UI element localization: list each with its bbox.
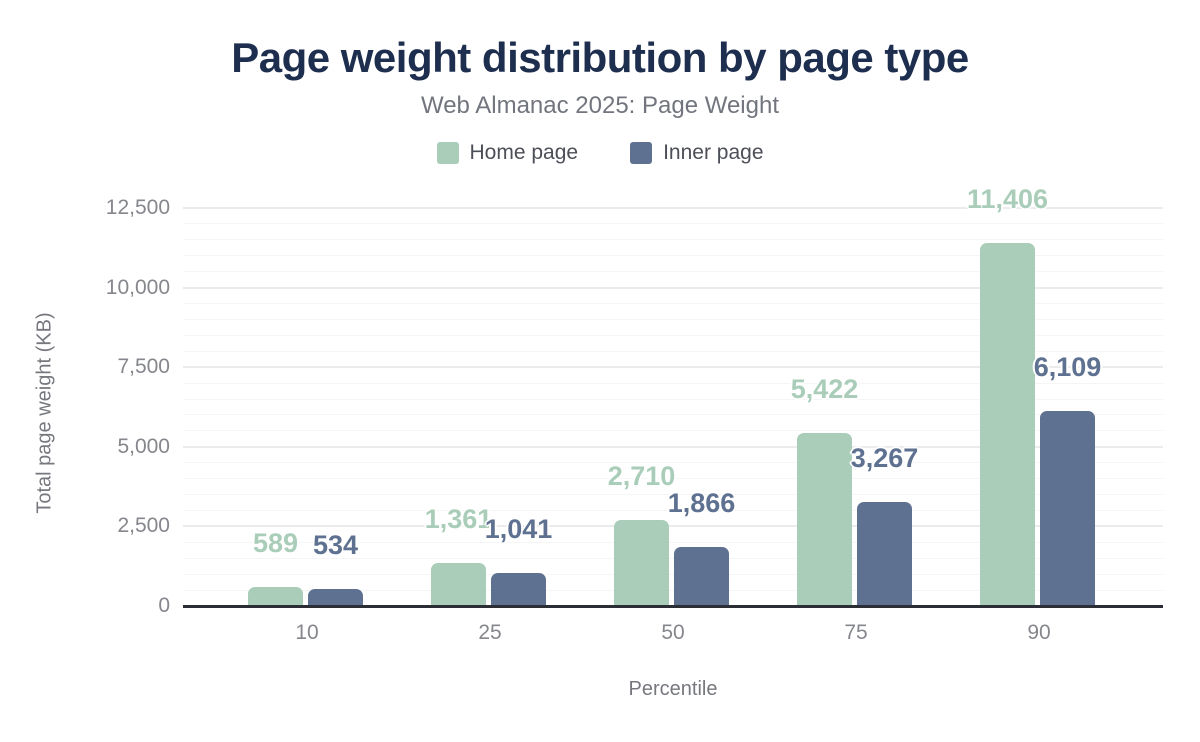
gridline-minor	[183, 382, 1163, 384]
gridline-minor	[183, 271, 1163, 273]
x-axis-line	[183, 604, 1163, 608]
data-label-inner-page-p75: 3,267	[850, 442, 919, 473]
gridline-minor	[183, 255, 1163, 257]
y-axis-title: Total page weight (KB)	[33, 312, 56, 514]
x-tick-label-25: 25	[478, 621, 502, 644]
bar-inner-page-p50[interactable]	[674, 546, 729, 606]
x-tick-label-75: 75	[844, 621, 868, 644]
data-label-inner-page-p10: 534	[312, 529, 359, 560]
gridline-minor	[183, 350, 1163, 352]
data-label-inner-page-p50: 1,866	[667, 487, 736, 518]
data-label-inner-page-p90: 6,109	[1033, 352, 1102, 383]
gridline-minor	[183, 589, 1163, 591]
bar-inner-page-p90[interactable]	[1040, 411, 1095, 606]
y-tick-label: 5,000	[117, 434, 170, 458]
legend-item-home-page[interactable]: Home page	[436, 141, 579, 165]
x-axis-title: Percentile	[628, 678, 718, 700]
data-label-inner-page-p25: 1,041	[484, 513, 553, 544]
chart-subtitle: Web Almanac 2025: Page Weight	[420, 92, 779, 119]
gridline-minor	[183, 334, 1163, 336]
bar-inner-page-p10[interactable]	[308, 588, 363, 606]
gridline-major	[183, 207, 1163, 209]
bar-home-page-p50[interactable]	[614, 519, 669, 606]
y-tick-label: 10,000	[105, 275, 170, 299]
data-label-home-page-p75: 5,422	[790, 374, 859, 405]
gridline-minor	[183, 223, 1163, 225]
gridline-minor	[183, 430, 1163, 432]
y-tick-label: 7,500	[117, 355, 170, 379]
gridline-minor	[183, 318, 1163, 320]
legend-label-inner-page: Inner page	[663, 141, 764, 164]
data-label-home-page-p25: 1,361	[424, 503, 493, 534]
y-tick-label: 12,500	[105, 196, 170, 219]
gridline-minor	[183, 557, 1163, 559]
chart-title: Page weight distribution by page type	[231, 34, 969, 81]
gridline-minor	[183, 462, 1163, 464]
bar-home-page-p75[interactable]	[797, 433, 852, 606]
gridline-major	[183, 445, 1163, 448]
x-tick-label-10: 10	[295, 621, 319, 644]
inner-page-swatch-icon	[630, 142, 653, 164]
legend-label-home-page: Home page	[469, 141, 579, 164]
bar-inner-page-p75[interactable]	[857, 501, 912, 606]
data-label-home-page-p10: 589	[252, 528, 299, 559]
bar-home-page-p90[interactable]	[980, 242, 1035, 606]
bar-inner-page-p25[interactable]	[491, 572, 546, 606]
y-tick-label: 0	[158, 594, 170, 617]
gridline-major	[183, 525, 1163, 528]
gridline-minor	[183, 494, 1163, 496]
gridline-minor	[183, 414, 1163, 416]
gridline-minor	[183, 541, 1163, 543]
legend: Home page Inner page	[0, 141, 1200, 165]
gridline-minor	[183, 303, 1163, 305]
legend-item-inner-page[interactable]: Inner page	[630, 141, 764, 165]
data-label-home-page-p50: 2,710	[607, 460, 676, 491]
bar-home-page-p10[interactable]	[248, 587, 303, 606]
gridline-minor	[183, 509, 1163, 511]
x-tick-label-90: 90	[1027, 621, 1051, 644]
home-page-swatch-icon	[436, 142, 459, 164]
x-tick-label-50: 50	[661, 621, 685, 644]
gridline-minor	[183, 398, 1163, 400]
gridline-minor	[183, 239, 1163, 241]
gridline-major	[183, 286, 1163, 289]
y-tick-label: 2,500	[117, 514, 170, 538]
bar-home-page-p25[interactable]	[431, 562, 486, 606]
gridline-minor	[183, 573, 1163, 575]
gridline-major	[183, 366, 1163, 369]
gridline-minor	[183, 478, 1163, 480]
data-label-home-page-p90: 11,406	[966, 183, 1049, 214]
